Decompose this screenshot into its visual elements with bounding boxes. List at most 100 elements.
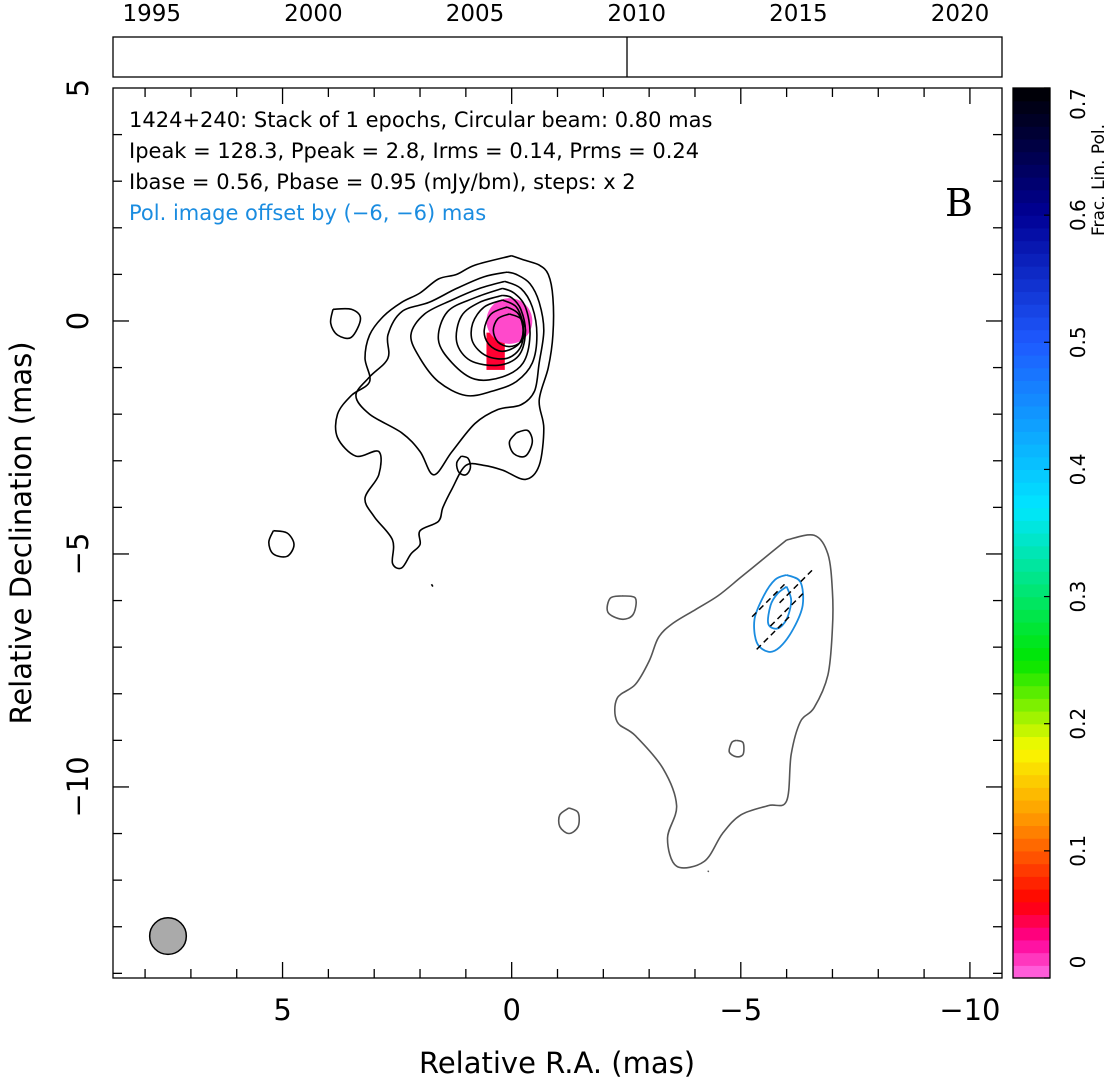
intensity-contour-8 <box>329 307 362 340</box>
colorbar-tick-label: 0.6 <box>1066 199 1090 231</box>
colorbar-cell <box>1013 520 1050 534</box>
colorbar-cell <box>1013 405 1050 420</box>
colorbar-cell <box>1013 151 1050 165</box>
x-tick-label: 0 <box>502 993 520 1027</box>
colorbar-cell <box>1013 215 1050 229</box>
restoring-beam <box>148 916 188 956</box>
intensity-contour-7 <box>492 313 527 348</box>
colorbar-cell <box>1013 787 1050 801</box>
colorbar-cell <box>1013 329 1050 343</box>
colorbar-cell <box>1013 901 1050 916</box>
colorbar-cell <box>1013 138 1050 153</box>
colorbar-cell <box>1013 736 1050 750</box>
colorbar-tick-label: 0.7 <box>1066 88 1090 120</box>
colorbar-cell <box>1013 914 1050 928</box>
colorbar-cell <box>1013 939 1050 954</box>
colorbar-cell <box>1013 355 1050 369</box>
colorbar-cell <box>1013 253 1050 267</box>
y-axis-tick-labels: 5 0 −5 −10 <box>61 79 95 818</box>
main-plot: 5 0 −5 −10 5 0 −5 −10 1424+240: Stack of 1 epo… <box>4 79 1003 1080</box>
polarized-contour-1 <box>767 585 793 630</box>
intensity-contour-11 <box>267 529 295 558</box>
annotation-line-2: Ipeak = 128.3, Ppeak = 2.8, Irms = 0.14,… <box>129 139 699 163</box>
polarized-contour-0 <box>753 574 805 653</box>
colorbar-tick-label: 0.1 <box>1066 835 1090 867</box>
colorbar-label: Frac. Lin. Pol. <box>1089 124 1109 236</box>
intensity-contour-4 <box>455 294 527 367</box>
timeline-tick-label: 2005 <box>446 1 505 27</box>
offset-intensity-contour-4 <box>707 870 710 873</box>
colorbar-cell <box>1013 494 1050 509</box>
colorbar-cell <box>1013 227 1050 242</box>
colorbar-cell <box>1013 164 1050 178</box>
colorbar-cell <box>1013 609 1050 623</box>
annotation-line-3: Ibase = 0.56, Pbase = 0.95 (mJy/bm), ste… <box>129 170 636 194</box>
colorbar-tick-label: 0.3 <box>1066 581 1090 613</box>
colorbar-cell <box>1013 380 1050 394</box>
x-axis-label: Relative R.A. (mas) <box>419 1046 695 1080</box>
offset-intensity-contour-3 <box>728 739 745 758</box>
colorbar-cell <box>1013 812 1050 827</box>
offset-intensity-contour-1 <box>606 595 637 621</box>
colorbar-cell <box>1013 291 1050 305</box>
colorbar-cell <box>1013 965 1050 979</box>
evpa-vector-2 <box>779 569 813 604</box>
evpa-vector-0 <box>751 583 786 618</box>
y-tick-label: −10 <box>61 756 95 817</box>
colorbar-cell <box>1013 507 1050 521</box>
colorbar-cell <box>1013 88 1050 102</box>
colorbar-cell <box>1013 482 1050 496</box>
colorbar-cell <box>1013 126 1050 140</box>
colorbar-cell <box>1013 456 1050 471</box>
evpa-vector-3 <box>756 616 790 650</box>
colorbar-cell <box>1013 685 1050 699</box>
colorbar-cell <box>1013 749 1050 763</box>
timeline-tick-label: 2010 <box>607 1 666 27</box>
timeline-tick-labels: 1995 2000 2005 2010 2015 2020 <box>123 1 990 27</box>
colorbar-cell <box>1013 647 1050 661</box>
colorbar-tick-labels: 0 0.1 0.2 0.3 0.4 0.5 0.6 0.7 <box>1044 87 1090 979</box>
colorbar-cell <box>1013 889 1050 903</box>
colorbar-cell <box>1013 444 1050 458</box>
evpa-vector-1 <box>769 593 804 627</box>
intensity-contour-0 <box>334 254 555 570</box>
y-axis-label: Relative Declination (mas) <box>4 341 38 724</box>
annotation-line-1: 1424+240: Stack of 1 epochs, Circular be… <box>129 108 712 132</box>
colorbar-cell <box>1013 571 1050 585</box>
colorbar-cell <box>1013 863 1050 877</box>
y-tick-label: −5 <box>61 533 95 576</box>
intensity-contour-12 <box>430 583 434 587</box>
colorbar-cell <box>1013 393 1050 407</box>
colorbar-cell <box>1013 533 1050 547</box>
colorbar-cell <box>1013 634 1050 649</box>
timeline-tick-label: 1995 <box>123 1 182 27</box>
colorbar-cell <box>1013 800 1050 814</box>
colorbar-tick-label: 0 <box>1066 956 1090 969</box>
colorbar-cell <box>1013 202 1050 216</box>
colorbar-gradient <box>1013 88 1050 979</box>
intensity-contour-2 <box>410 280 538 397</box>
beam-ellipse <box>148 916 188 956</box>
colorbar-cell <box>1013 711 1050 725</box>
intensity-contour-3 <box>437 287 531 382</box>
colorbar-cell <box>1013 278 1050 293</box>
colorbar-cell <box>1013 266 1050 280</box>
colorbar-tick-label: 0.2 <box>1066 708 1090 740</box>
colorbar-cell <box>1013 660 1050 674</box>
offset-intensity-contours <box>557 534 834 873</box>
colorbar-cell <box>1013 952 1050 966</box>
intensity-contour-1 <box>355 271 545 476</box>
colorbar-cell <box>1013 545 1050 560</box>
intensity-contour-5 <box>470 299 525 360</box>
colorbar-cell <box>1013 927 1050 941</box>
y-tick-label: 0 <box>61 312 95 330</box>
total-intensity-contours <box>267 254 555 587</box>
colorbar: 0 0.1 0.2 0.3 0.4 0.5 0.6 0.7 Frac. Lin. Pol. <box>1012 87 1109 979</box>
colorbar-cell <box>1013 622 1050 636</box>
offset-intensity-contour-2 <box>557 807 581 835</box>
colorbar-cell <box>1013 558 1050 572</box>
timeline-tick-label: 2000 <box>284 1 343 27</box>
x-tick-label: −10 <box>939 993 1000 1027</box>
colorbar-cell <box>1013 177 1050 191</box>
